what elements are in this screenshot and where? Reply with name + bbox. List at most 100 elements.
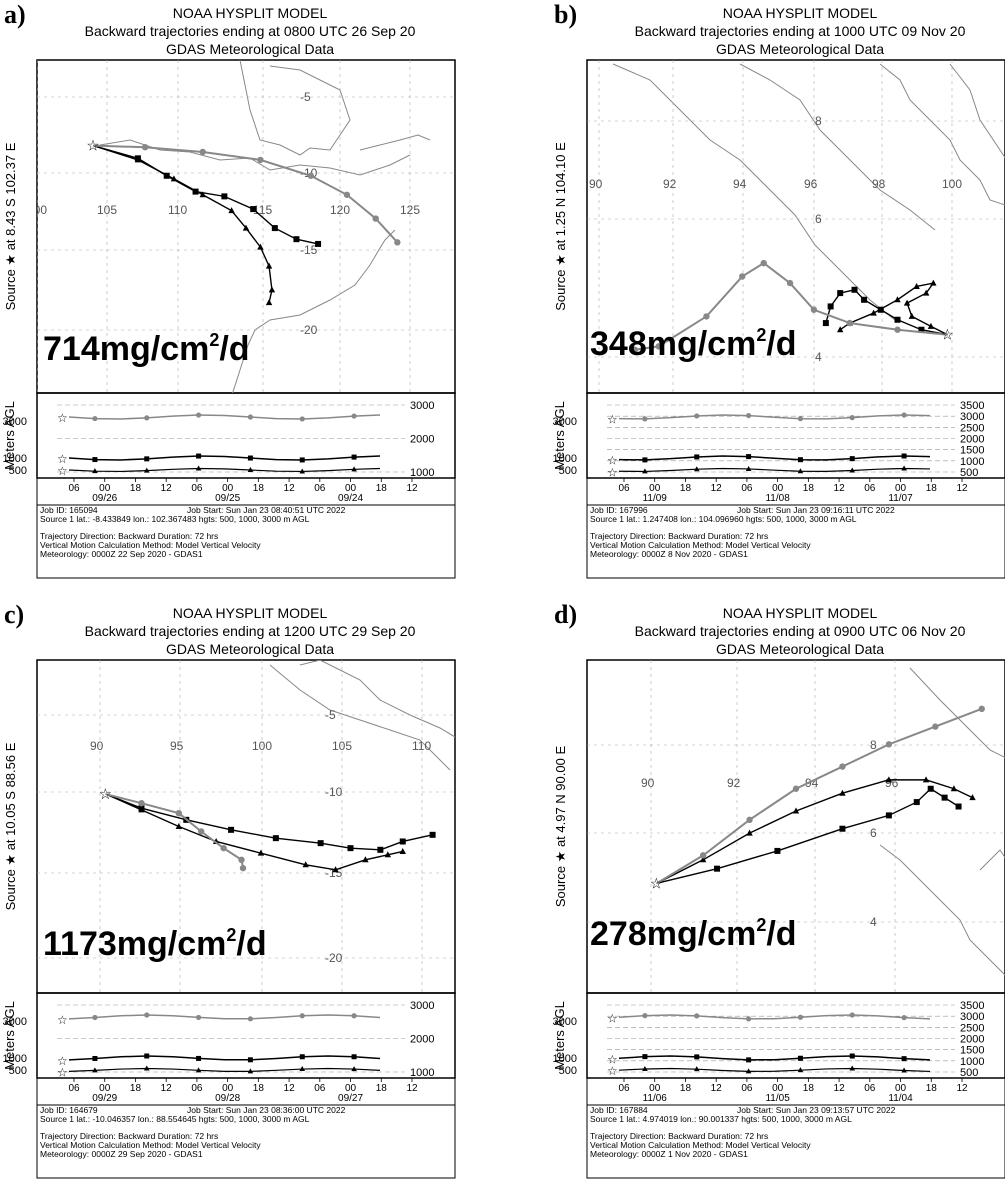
panel-a: a) NOAA HYSPLIT MODEL Backward trajectorie… — [0, 0, 500, 580]
time-tick-label: 12 — [284, 1083, 296, 1094]
time-tick-label: 18 — [803, 1083, 815, 1094]
lon-tick-label: 100 — [942, 177, 962, 191]
footer-line: Vertical Motion Calculation Method: Mode… — [590, 1140, 811, 1150]
height-trace-500-point — [143, 467, 150, 473]
height-trace-3000-point — [901, 1015, 907, 1021]
trajectory-point-square — [885, 812, 892, 819]
coastline — [909, 667, 1005, 759]
time-tick-label: 18 — [130, 1083, 142, 1094]
height-left-tick-label: 500 — [559, 1065, 577, 1077]
height-frame — [586, 392, 1005, 479]
height-trace-3000-point — [694, 413, 700, 419]
height-trace-500-point — [693, 466, 700, 472]
height-trace-1000-point — [849, 1053, 855, 1059]
lon-tick-label: 95 — [170, 739, 184, 753]
height-trace-500 — [618, 1067, 931, 1073]
height-left-tick-label: 1000 — [553, 1053, 577, 1065]
source-star-icon: ☆ — [941, 327, 954, 344]
height-trace-3000-point — [299, 1013, 305, 1019]
height-star-icon: ☆ — [607, 465, 618, 479]
panel-c: c) NOAA HYSPLIT MODEL Backward trajectorie… — [0, 600, 500, 1180]
footer-line: Meteorology: 0000Z 22 Sep 2020 - GDAS1 — [40, 549, 203, 559]
height-trace-500-point — [797, 468, 804, 474]
height-trace-500-point — [901, 465, 907, 471]
height-tick-label: 3000 — [960, 411, 984, 423]
source-location-label: Source ★ at 1.25 N 104.10 E — [553, 142, 568, 311]
footer-line: Job ID: 167996 — [590, 505, 648, 515]
time-tick-label: 06 — [618, 1083, 630, 1094]
height-trace-1000-point — [144, 1053, 150, 1059]
height-trace-1000 — [618, 455, 931, 461]
height-trace-500-point — [143, 1065, 150, 1071]
trajectory-point-circle — [792, 785, 800, 792]
footer-line: Vertical Motion Calculation Method: Mode… — [40, 1140, 261, 1150]
deposition-sup: 2 — [209, 330, 219, 350]
map-area: 9092949698100102104106864 — [587, 60, 1005, 393]
source-star-icon: ☆ — [650, 875, 663, 892]
time-tick-label: 12 — [406, 483, 418, 494]
map-area: 85 90 95 100 105 110-5-10-15-20 — [37, 660, 455, 993]
coastline — [612, 63, 896, 321]
trajectory-line-square — [93, 144, 319, 245]
trajectory-point-square — [877, 306, 884, 313]
trajectory-point-triangle — [257, 243, 264, 250]
height-trace-3000-point — [299, 416, 305, 422]
deposition-label: 348mg/cm2/d — [590, 325, 797, 363]
trajectory-point-square — [913, 799, 920, 806]
trajectory-point-circle — [220, 844, 227, 852]
trajectory-point-triangle — [930, 279, 937, 286]
trajectory-point-square — [837, 290, 844, 297]
height-star-icon: ☆ — [57, 1013, 68, 1027]
lon-tick-label: 105 — [332, 739, 352, 753]
trajectory-point-square — [377, 846, 384, 853]
trajectory-point-triangle — [699, 856, 707, 863]
height-left-tick-label: 1000 — [3, 1053, 27, 1065]
height-star-icon: ☆ — [57, 464, 68, 478]
coastline — [269, 664, 451, 771]
trajectory-point-square — [347, 845, 354, 852]
height-star-icon: ☆ — [57, 1054, 68, 1068]
height-star-icon: ☆ — [57, 1065, 68, 1079]
height-frame — [586, 992, 1005, 1079]
height-trace-3000-point — [351, 413, 357, 419]
height-trace-500-point — [745, 1068, 752, 1074]
date-label: 09/25 — [215, 493, 240, 504]
panel-label: a) — [4, 0, 26, 29]
height-trace-1000 — [68, 455, 381, 461]
height-tick-label: 1000 — [960, 1056, 984, 1068]
lon-tick-label: 105 — [97, 203, 117, 217]
height-trace-3000 — [68, 414, 381, 420]
chart-title-line: Backward trajectories ending at 0900 UTC… — [634, 623, 966, 639]
lon-tick-label: 94 — [733, 177, 747, 191]
trajectory-point-triangle — [885, 776, 893, 783]
deposition-value: 1173mg/cm — [43, 925, 226, 963]
chart-title-line: GDAS Meteorological Data — [165, 641, 335, 657]
trajectory-point-square — [955, 803, 962, 810]
height-axis-label: Meters AGL — [552, 1001, 567, 1070]
deposition-suffix: /d — [766, 915, 796, 953]
height-tick-label: 2500 — [960, 1022, 984, 1034]
time-tick-label: 00 — [772, 1083, 784, 1094]
date-label: 11/05 — [765, 1093, 790, 1104]
date-label: 09/28 — [215, 1093, 240, 1104]
trajectory-point-square — [315, 240, 322, 247]
trajectory-point-circle — [394, 239, 401, 246]
trajectory-point-circle — [141, 144, 149, 151]
lat-tick-label: -20 — [300, 323, 318, 337]
time-tick-label: 06 — [741, 483, 753, 494]
height-trace-1000-point — [144, 456, 150, 462]
trajectory-point-circle — [238, 856, 245, 863]
time-tick-label: 12 — [834, 483, 846, 494]
trajectory-point-square — [399, 838, 406, 845]
height-trace-3000-point — [745, 1016, 752, 1022]
height-trace-3000-point — [144, 415, 150, 421]
lon-tick-label: 90 — [641, 776, 655, 790]
lon-tick-label: 90 — [589, 177, 603, 191]
trajectory-point-triangle — [175, 823, 183, 829]
lat-tick-label: 8 — [870, 738, 877, 752]
height-frame — [36, 992, 456, 1079]
trajectory-point-triangle — [268, 286, 276, 293]
date-label: 11/07 — [888, 493, 913, 504]
lon-tick-label: 90 — [90, 739, 104, 753]
panel-label: d) — [554, 600, 578, 629]
